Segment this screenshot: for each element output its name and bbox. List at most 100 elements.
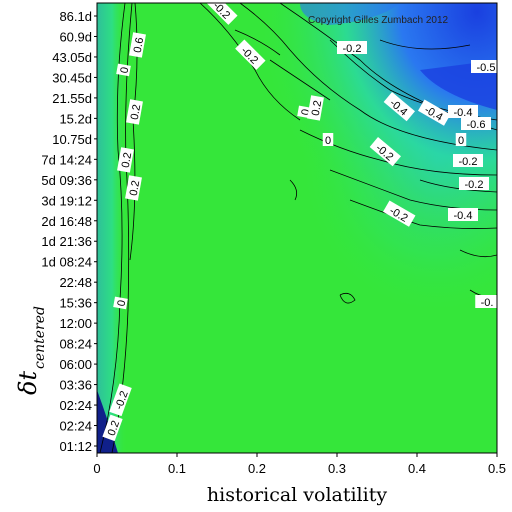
y-tick-label: 43.05d xyxy=(52,50,92,65)
contour-label-text: 0.2 xyxy=(128,180,142,197)
contour-label-bg xyxy=(126,99,143,125)
contour-label: -0.4 xyxy=(448,105,478,119)
y-tick-label: 15.2d xyxy=(59,111,92,126)
contour-label-text: 0.2 xyxy=(106,419,123,437)
contour-label: 0 xyxy=(113,296,129,310)
contour-label-bg xyxy=(383,200,416,227)
contour-label: -0.4 xyxy=(448,208,478,222)
contour-label-text: 0 xyxy=(300,108,313,116)
contour-label-text: -0.4 xyxy=(454,107,473,119)
contour-label-bg xyxy=(129,32,146,58)
heatmap-field xyxy=(97,3,497,453)
y-tick-label: 1d 08:24 xyxy=(41,255,92,270)
contour-label-text: 0 xyxy=(119,66,132,74)
contour-label: -0. xyxy=(475,295,499,309)
x-axis-ticks: 0 0.1 0.2 0.3 0.4 0.5 xyxy=(93,453,506,476)
contour-label-bg xyxy=(113,296,128,310)
contour-label-text: 0.2 xyxy=(310,100,324,117)
contour-label-bg xyxy=(117,147,134,173)
x-tick-label: 0.3 xyxy=(328,461,346,476)
contour-label-bg xyxy=(461,117,491,130)
y-axis-ticks: 01:12 02:24 02:24 03:36 06:00 08:24 12:00 15:36… xyxy=(41,9,97,454)
contour-label-text: -0.2 xyxy=(465,179,484,191)
x-tick-label: 0.1 xyxy=(168,461,186,476)
contour-label-text: -0.2 xyxy=(343,43,362,55)
y-tick-label: 2d 16:48 xyxy=(41,214,92,229)
contour-label: 0 xyxy=(322,133,334,147)
x-axis-title: historical volatility xyxy=(207,484,387,506)
contour-label-bg xyxy=(418,99,451,126)
x-tick-label: 0.5 xyxy=(488,461,506,476)
x-tick-label: 0.2 xyxy=(248,461,266,476)
contour-label: 0.2 xyxy=(102,414,123,442)
y-tick-label: 15:36 xyxy=(59,296,92,311)
y-axis-title-main: δt xyxy=(14,371,42,395)
y-tick-label: 02:24 xyxy=(59,419,92,434)
contour-label-bg xyxy=(475,295,499,308)
contour-label-text: 0.2 xyxy=(120,152,134,169)
y-tick-label: 01:12 xyxy=(59,439,92,454)
y-tick-label: 08:24 xyxy=(59,337,92,352)
contour-label-text: 0.2 xyxy=(129,104,143,121)
y-tick-label: 21.55d xyxy=(52,91,92,106)
contour-label-text: -0.2 xyxy=(459,156,478,168)
contour-label-text: -0.5 xyxy=(477,62,496,74)
y-tick-label: 5d 09:36 xyxy=(41,173,92,188)
y-tick-label: 10.75d xyxy=(52,132,92,147)
copyright-text: Copyright Gilles Zumbach 2012 xyxy=(308,15,449,26)
y-tick-label: 86.1d xyxy=(59,9,92,24)
contour-label: 0 xyxy=(455,133,467,147)
y-tick-label: 02:24 xyxy=(59,398,92,413)
contour-label: -0.2 xyxy=(459,177,489,191)
contour-label-bg xyxy=(369,136,401,167)
contour-label-text: 0 xyxy=(458,135,464,147)
y-axis-title-sub: centered xyxy=(32,306,48,369)
contour-label-bg xyxy=(207,0,238,25)
contour-label-bg xyxy=(337,41,367,54)
y-tick-label: 3d 19:12 xyxy=(41,193,92,208)
blue-top-patch xyxy=(300,3,400,25)
contour-label-bg xyxy=(459,177,489,190)
contour-label: 0.6 xyxy=(129,32,146,58)
contour-label-bg xyxy=(453,154,483,167)
contour-label-bg xyxy=(383,91,415,122)
x-tick-label: 0.4 xyxy=(408,461,426,476)
contour-label-text: -0.6 xyxy=(467,119,486,131)
y-tick-label: 7d 14:24 xyxy=(41,152,92,167)
contour-label: -0.5 xyxy=(471,60,501,74)
contour-label-text: -0.4 xyxy=(454,210,473,222)
plot-frame xyxy=(96,2,498,454)
contour-label-bg xyxy=(125,175,142,201)
contour-label-bg xyxy=(102,414,123,442)
contour-label: 0.2 xyxy=(307,95,324,121)
contour-label-bg xyxy=(448,105,478,118)
contour-label-bg xyxy=(455,133,467,146)
y-axis-title: δt centered xyxy=(14,306,48,395)
contour-label-bg xyxy=(235,39,266,70)
contour-label-bg xyxy=(448,208,478,221)
contour-label-text: 0 xyxy=(325,135,331,147)
contour-label-bg xyxy=(322,133,334,146)
contour-label-bg xyxy=(109,383,132,417)
contour-label: -0.2 xyxy=(337,41,367,55)
y-tick-label: 1d 21:36 xyxy=(41,234,92,249)
contour-label-bg xyxy=(471,60,501,73)
contour-label: 0.2 xyxy=(117,147,134,173)
contour-label: -0.2 xyxy=(453,154,483,168)
contour-label-text: 0.6 xyxy=(132,37,146,54)
contour-label-text: -0. xyxy=(481,297,494,309)
contour-label: 0 xyxy=(116,63,132,77)
contour-label-text: 0 xyxy=(116,299,129,307)
contour-label-bg xyxy=(307,95,324,121)
contour-label: 0.2 xyxy=(126,99,143,125)
y-tick-label: 22:48 xyxy=(59,275,92,290)
y-tick-label: 03:36 xyxy=(59,378,92,393)
y-tick-label: 30.45d xyxy=(52,70,92,85)
contour-label: 0.2 xyxy=(125,175,142,201)
y-tick-label: 06:00 xyxy=(59,357,92,372)
y-tick-label: 12:00 xyxy=(59,316,92,331)
contour-label: -0.6 xyxy=(461,117,491,131)
y-tick-label: 60.9d xyxy=(59,29,92,44)
